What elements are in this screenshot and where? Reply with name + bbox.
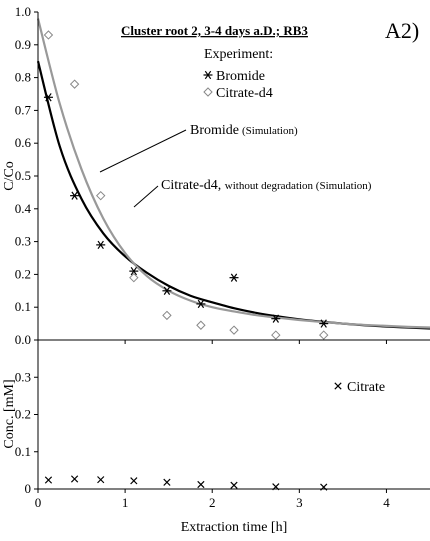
- bottom-y-axis-label: Conc. [mM]: [2, 379, 17, 448]
- top-y-tick-label: 0.0: [15, 332, 31, 347]
- point-citrate-d4: [229, 325, 239, 335]
- top-data-points: [43, 30, 329, 340]
- point-bromide: [196, 299, 206, 309]
- top-y-tick-label: 0.2: [15, 266, 31, 281]
- x-tick-label: 0: [35, 495, 42, 510]
- legend-label-citrate-d4: Citrate-d4: [216, 86, 273, 101]
- point-citrate: [70, 475, 79, 483]
- top-y-tick-label: 0.7: [15, 102, 32, 117]
- x-tick-label: 2: [209, 495, 216, 510]
- point-citrate: [130, 477, 138, 485]
- point-bromide: [70, 191, 80, 200]
- point-citrate-d4: [162, 310, 172, 321]
- top-y-tick-label: 0.9: [15, 37, 31, 52]
- point-bromide: [129, 266, 139, 276]
- bottom-data-points: [44, 475, 328, 491]
- legend-marker-bromide-glyph: [203, 70, 213, 80]
- point-citrate: [44, 476, 53, 484]
- chart-title: Cluster root 2, 3-4 days a.D.; RB3: [121, 23, 308, 38]
- legend-marker-citrate-d4-glyph: [203, 87, 213, 97]
- legend-marker-citrate: [334, 382, 342, 390]
- legend-marker-citrate-d4: [203, 87, 213, 97]
- top-y-axis-label: C/Co: [2, 161, 17, 191]
- point-citrate-d4: [69, 79, 80, 89]
- legend-label-bromide: Bromide: [216, 69, 265, 84]
- point-bromide: [162, 286, 172, 295]
- panel-label: A2): [385, 18, 419, 43]
- legend-marker-citrate-glyph: [334, 382, 342, 390]
- top-y-tick-label: 0.5: [15, 168, 31, 183]
- top-y-tick-label: 0.4: [15, 201, 32, 216]
- point-bromide: [319, 319, 329, 328]
- legend-entry-bromide: Bromide: [203, 69, 265, 84]
- legend-title: Experiment:: [204, 47, 273, 62]
- bottom-y-tick-label: 0.1: [15, 444, 31, 459]
- bottom-y-tick-label: 0.3: [15, 369, 31, 384]
- top-panel: 0.0 0.1 0.2 0.3 0.4 0.5 0.6 0.7 0.8 0.9 1.0 C/Co C…: [2, 4, 430, 347]
- legend-entry-citrate: Citrate: [334, 380, 385, 395]
- point-citrate-d4: [319, 330, 329, 340]
- bottom-panel: 0 0.1 0.2 0.3 0 1 2 3 4 Conc. [mM] Extraction t…: [2, 340, 430, 535]
- point-citrate-d4: [96, 190, 106, 201]
- bottom-y-tick-label: 0: [25, 481, 32, 496]
- point-bromide: [229, 273, 239, 282]
- x-tick-label: 3: [296, 495, 303, 510]
- bottom-y-ticks: 0 0.1 0.2 0.3: [15, 369, 38, 496]
- legend-label-citrate: Citrate: [347, 380, 385, 395]
- point-citrate-d4: [129, 272, 139, 283]
- x-axis-label: Extraction time [h]: [181, 520, 288, 535]
- annotation-leader-citrate-d4: [133, 185, 159, 208]
- top-y-tick-label: 0.1: [15, 299, 31, 314]
- bottom-y-tick-label: 0.2: [15, 407, 31, 422]
- point-bromide: [96, 240, 106, 250]
- point-bromide: [271, 314, 281, 323]
- point-citrate: [230, 481, 238, 489]
- point-citrate: [97, 476, 105, 484]
- point-citrate: [197, 480, 205, 489]
- x-tick-label: 4: [383, 495, 390, 510]
- point-citrate-d4: [196, 320, 206, 330]
- top-y-tick-label: 0.6: [15, 135, 32, 150]
- top-y-tick-label: 1.0: [15, 4, 31, 19]
- top-y-tick-label: 0.8: [15, 70, 31, 85]
- point-citrate-d4: [271, 330, 281, 340]
- annotation-leader-bromide: [99, 129, 187, 173]
- point-bromide: [43, 93, 53, 102]
- point-citrate-d4: [43, 30, 54, 40]
- x-ticks: 0 1 2 3 4: [35, 340, 390, 510]
- legend-entry-citrate-d4: Citrate-d4: [203, 86, 273, 101]
- legend-marker-bromide: [203, 70, 213, 80]
- x-tick-label: 1: [122, 495, 129, 510]
- top-y-tick-label: 0.3: [15, 234, 31, 249]
- curve-citrate-d4-simulation: [36, 18, 430, 329]
- annotation-citrate-d4: Citrate-d4, without degradation (Simulat…: [161, 178, 372, 193]
- top-y-ticks: 0.0 0.1 0.2 0.3 0.4 0.5 0.6 0.7 0.8 0.9 1.0: [15, 4, 38, 347]
- annotation-bromide: Bromide (Simulation): [190, 123, 298, 138]
- top-simulation-curves: [36, 18, 430, 330]
- curve-bromide-simulation: [36, 60, 430, 330]
- point-citrate: [163, 478, 171, 486]
